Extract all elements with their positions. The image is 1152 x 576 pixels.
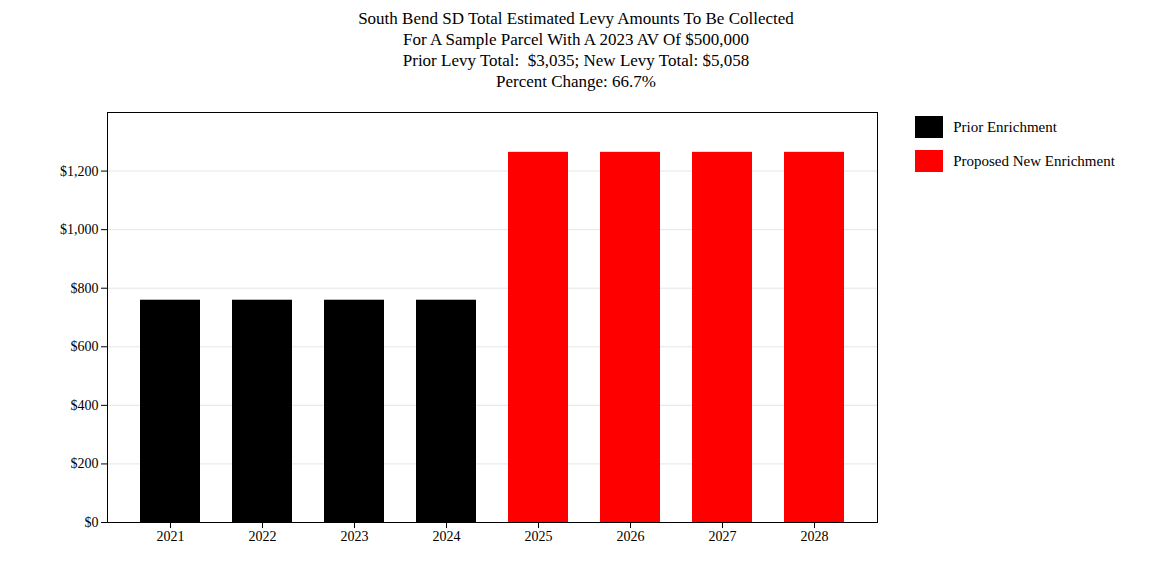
svg-text:2024: 2024 [433, 529, 461, 544]
svg-text:2028: 2028 [801, 529, 829, 544]
html-text:Percent Change: 66.7%: Percent Change: 66.7% [496, 72, 656, 91]
html-text:Prior Levy Total: $3,035; New: Prior Levy Total: $3,035; New Levy Total… [402, 51, 750, 70]
svg-text:2025: 2025 [525, 529, 553, 544]
svg-text:2021: 2021 [157, 529, 185, 544]
svg-text:2023: 2023 [341, 529, 369, 544]
svg-text:$600: $600 [71, 339, 99, 354]
svg-text:$800: $800 [71, 281, 99, 296]
svg-text:$400: $400 [71, 398, 99, 413]
html-text:Prior Enrichment: Prior Enrichment [953, 118, 1057, 135]
svg-text:$1,000: $1,000 [60, 222, 99, 237]
svg-text:2026: 2026 [617, 529, 645, 544]
svg-text:2022: 2022 [249, 529, 277, 544]
svg-text:$0: $0 [85, 515, 99, 530]
svg-text:$200: $200 [71, 456, 99, 471]
html-text:For A Sample Parcel With A 202: For A Sample Parcel With A 2023 AV Of $5… [403, 30, 749, 49]
html-text:Proposed New Enrichment: Proposed New Enrichment [953, 152, 1115, 169]
html-text:South Bend SD Total Estimated: South Bend SD Total Estimated Levy Amoun… [358, 9, 794, 28]
svg-text:$1,200: $1,200 [60, 164, 99, 179]
svg-text:2027: 2027 [709, 529, 737, 544]
